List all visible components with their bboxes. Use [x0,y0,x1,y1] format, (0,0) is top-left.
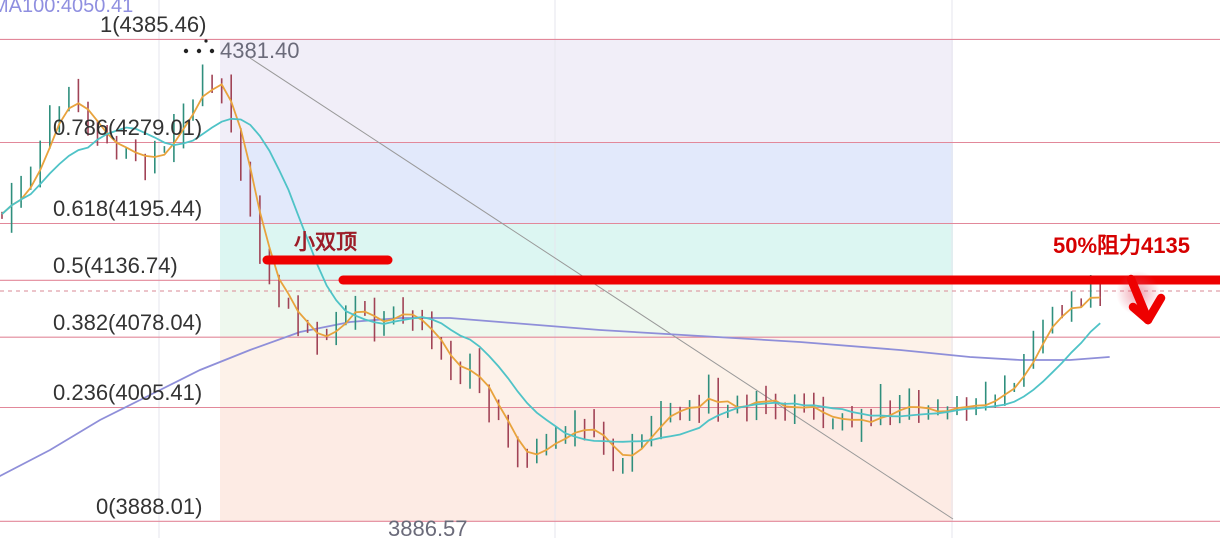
svg-text:小双顶: 小双顶 [294,231,357,254]
svg-text:50%阻力4135: 50%阻力4135 [1053,233,1190,258]
svg-text:0.786(4279.01): 0.786(4279.01) [53,115,202,140]
svg-text:0.618(4195.44): 0.618(4195.44) [53,196,202,221]
svg-text:3886.57: 3886.57 [388,516,468,538]
svg-text:MA100:4050.41: MA100:4050.41 [0,0,133,17]
svg-text:0.5(4136.74): 0.5(4136.74) [53,253,178,278]
svg-text:0.236(4005.41): 0.236(4005.41) [53,380,202,405]
svg-text:0(3888.01): 0(3888.01) [96,494,202,519]
svg-text:4381.40: 4381.40 [220,38,300,63]
svg-text:0.382(4078.04): 0.382(4078.04) [53,310,202,335]
